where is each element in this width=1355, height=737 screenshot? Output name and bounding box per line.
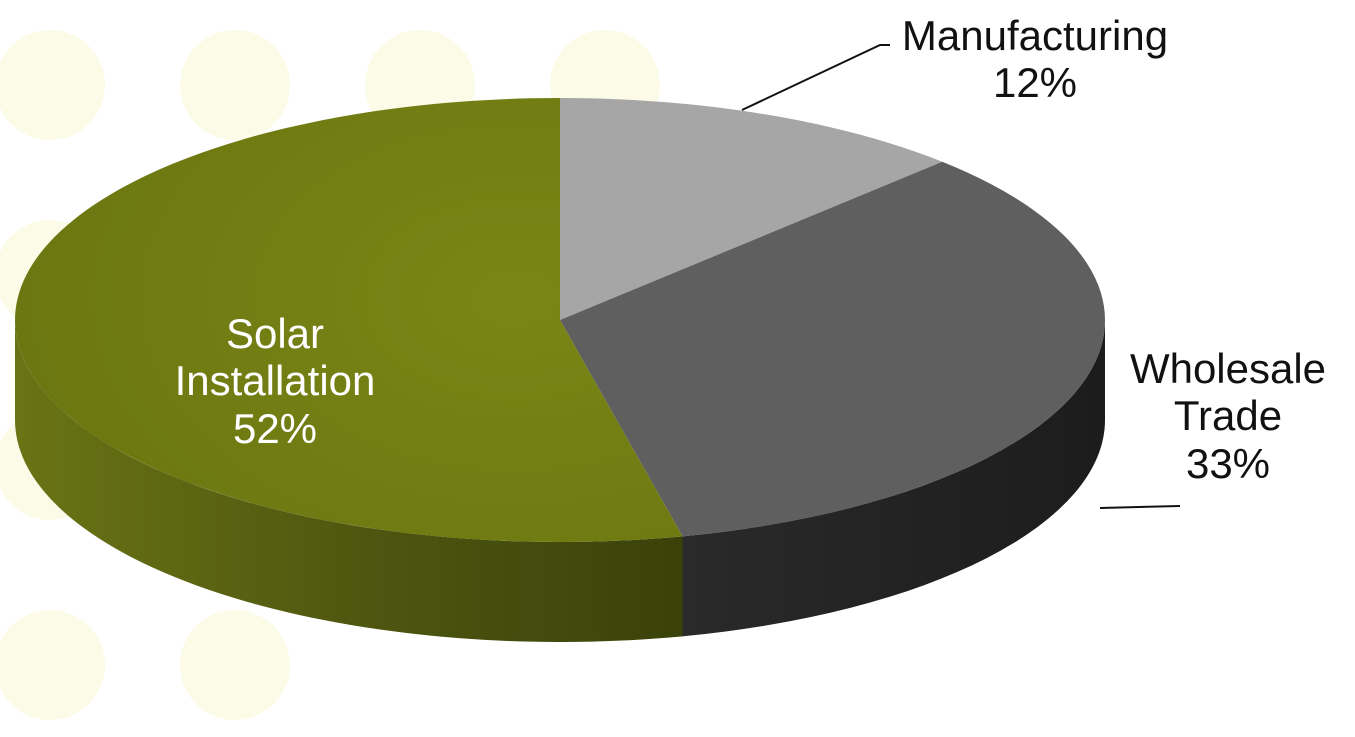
- slice-name: Trade: [1173, 392, 1283, 440]
- pie-slice-wholesale-trade: [560, 161, 1105, 537]
- pie-slice-manufacturing: [560, 98, 943, 320]
- background-dot: [180, 610, 290, 720]
- label-wholesale-trade: Wholesale Trade 33%: [1108, 345, 1348, 487]
- slice-name: Manufacturing: [901, 12, 1169, 59]
- label-solar-installation: Solar Installation 52%: [140, 310, 410, 452]
- pie-slice-solar-installation: [15, 98, 683, 542]
- slice-percent: 52%: [232, 404, 318, 452]
- pie-side-wholesale-trade: [682, 320, 1105, 637]
- slice-name: Solar: [225, 310, 325, 357]
- slice-name: Installation: [174, 357, 376, 405]
- slice-percent: 12%: [992, 59, 1078, 107]
- leader-line-manufacturing: [741, 44, 890, 111]
- slice-percent: 33%: [1185, 439, 1271, 487]
- slice-name: Wholesale: [1129, 345, 1327, 392]
- pie-side-solar-installation: [15, 320, 683, 643]
- background-dot: [180, 30, 290, 140]
- label-manufacturing: Manufacturing 12%: [880, 12, 1190, 107]
- leader-line-wholesale-trade: [1099, 505, 1181, 509]
- background-dot: [0, 610, 105, 720]
- background-dot: [0, 30, 105, 140]
